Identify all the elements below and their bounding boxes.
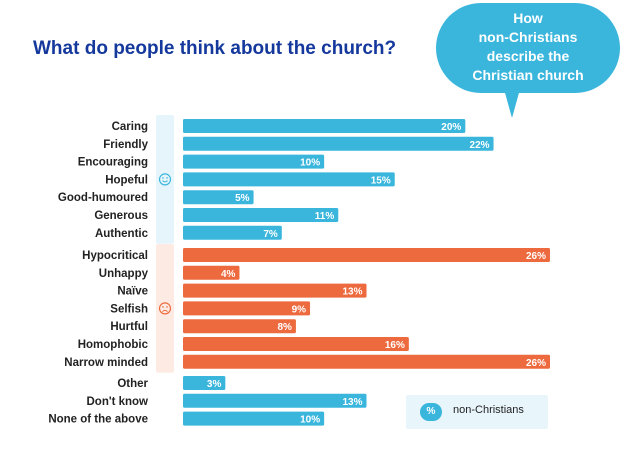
category-label: Friendly (103, 139, 148, 151)
data-label: 4% (221, 269, 236, 280)
bar (183, 190, 254, 205)
category-label: Narrow minded (64, 357, 148, 369)
category-label: Homophobic (78, 339, 149, 351)
category-label: Authentic (95, 228, 149, 240)
data-label: 13% (342, 287, 362, 298)
category-label: Naïve (117, 286, 148, 298)
bar (183, 393, 367, 408)
sad-face-icon-eye (162, 306, 164, 308)
smiley-face-icon-eye (162, 177, 164, 179)
bar (183, 208, 339, 222)
data-label: 5% (235, 193, 250, 204)
data-label: 10% (300, 415, 320, 426)
bar (183, 337, 409, 351)
legend-swatch: % (420, 403, 442, 421)
category-label: Caring (112, 121, 148, 133)
category-label: Don't know (86, 396, 148, 408)
category-label: Generous (94, 210, 148, 222)
bubble-line: non-Christians (478, 29, 578, 45)
bubble-line: Christian church (472, 67, 584, 83)
smiley-face-icon (158, 173, 172, 186)
bubble-line: describe the (486, 48, 570, 64)
data-label: 13% (342, 397, 362, 408)
bar (183, 136, 494, 151)
category-label: Hurtful (110, 321, 148, 333)
category-label: None of the above (48, 414, 148, 426)
sad-face-icon (158, 302, 172, 315)
bar (183, 376, 226, 390)
bar (183, 119, 466, 133)
legend: % non-Christians (406, 395, 548, 429)
data-label: 22% (470, 140, 490, 151)
data-label: 7% (263, 229, 278, 240)
smiley-face-icon-eye (166, 177, 168, 179)
sad-face-icon-mouth (162, 309, 168, 312)
data-label: 11% (315, 211, 335, 222)
category-label: Unhappy (99, 268, 149, 280)
category-label: Good-humoured (58, 192, 148, 204)
legend-label: non-Christians (453, 404, 524, 416)
speech-bubble-text: How non-Christians describe the Christia… (436, 9, 620, 85)
category-label: Hypocritical (82, 250, 148, 262)
data-label: 26% (526, 251, 546, 262)
chart-title: What do people think about the church? (33, 38, 397, 59)
data-label: 16% (385, 340, 405, 351)
data-label: 9% (292, 304, 307, 315)
data-label: 10% (300, 158, 320, 169)
bar (183, 301, 311, 316)
bar (183, 154, 325, 169)
category-label: Selfish (110, 303, 148, 315)
bar (183, 354, 550, 369)
bar (183, 225, 282, 240)
bar (183, 248, 550, 262)
data-label: 3% (207, 379, 222, 390)
bar (183, 283, 367, 298)
data-label: 8% (277, 322, 292, 333)
bar (183, 265, 240, 280)
category-label: Other (117, 378, 148, 390)
bar (183, 319, 296, 334)
category-label: Hopeful (105, 174, 148, 186)
data-label: 26% (526, 358, 546, 369)
negative-group-background (156, 244, 174, 373)
category-label: Encouraging (78, 157, 148, 169)
data-label: 20% (441, 122, 461, 133)
bar (183, 411, 325, 426)
speech-bubble (436, 3, 620, 93)
bar (183, 172, 395, 187)
smiley-face-icon-mouth (162, 180, 168, 183)
positive-group-background (156, 115, 174, 244)
sad-face-icon-eye (166, 306, 168, 308)
data-label: 15% (371, 175, 391, 186)
bubble-line: How (513, 10, 543, 26)
speech-bubble-tail (502, 82, 522, 118)
